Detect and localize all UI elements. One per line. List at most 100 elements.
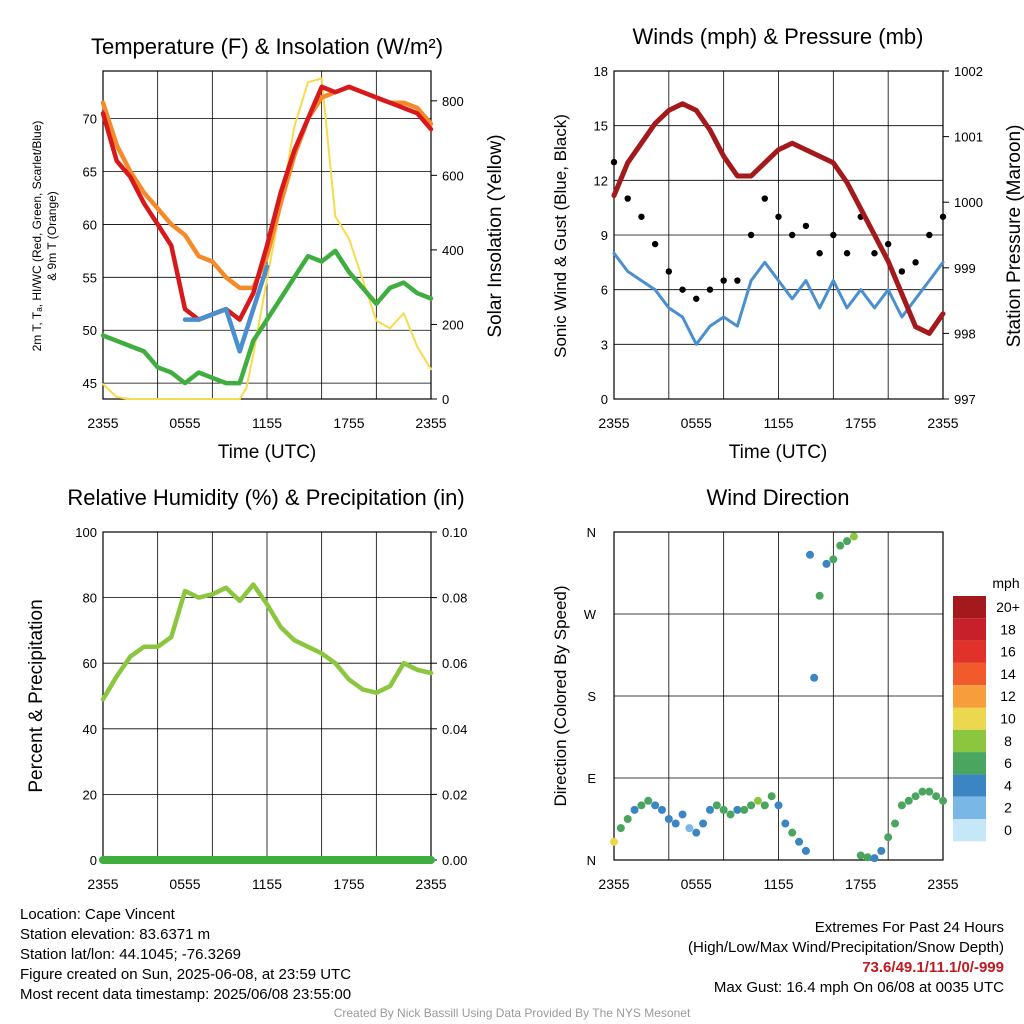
- gust-point: [789, 231, 796, 239]
- wind-ytick-right-label: 1000: [954, 195, 983, 210]
- gust-point: [610, 158, 618, 166]
- colorbar-label: 18: [1000, 621, 1016, 637]
- direction-point: [699, 819, 708, 828]
- temp-ytick-label: 70: [83, 112, 97, 127]
- rh-xtick-label: 0555: [169, 876, 200, 892]
- gust-point: [926, 231, 933, 239]
- dir-ytick-label: S: [587, 689, 596, 704]
- wind-xtick-label: 2355: [927, 415, 958, 431]
- wind-xtick-label: 2355: [598, 415, 629, 431]
- gust-point: [775, 213, 782, 220]
- wind-ytick-label: 18: [594, 64, 608, 79]
- gust-point: [939, 213, 947, 220]
- gust-point: [747, 231, 755, 239]
- colorbar-label: 10: [1000, 711, 1016, 727]
- colorbar-label: 12: [1000, 688, 1016, 704]
- colorbar-swatch: [953, 685, 986, 708]
- direction-point: [767, 792, 776, 801]
- temp-y-label-right: Solar Insolation (Yellow): [485, 134, 506, 337]
- meteogram-svg: Temperature (F) & Insolation (W/m²) Wind…: [26, 24, 1024, 892]
- dir-y-label: Direction (Colored By Speed): [551, 585, 570, 806]
- temp-xtick-label: 1155: [252, 415, 282, 431]
- wind-plot: 0 3 6 9 12 15 18 997 998 999 1000 1001 1002 2355 0555 1…: [594, 64, 983, 431]
- gust-point: [624, 195, 631, 202]
- wind-xtick-label: 1755: [845, 415, 876, 431]
- rh-ytick-label: 100: [75, 525, 97, 540]
- extremes-title: Extremes For Past 24 Hours: [814, 919, 1004, 936]
- gust-point: [665, 268, 673, 275]
- temp-xtick-label: 2355: [87, 415, 118, 431]
- direction-point: [810, 673, 819, 682]
- rh-ytick-right-label: 0.08: [442, 591, 467, 606]
- dewpoint-line: [100, 248, 434, 386]
- gust-point: [843, 250, 851, 257]
- direction-point: [678, 810, 687, 819]
- colorbar-swatch: [953, 596, 986, 619]
- colorbar-label: 6: [1004, 755, 1012, 771]
- temp-panel-title: Temperature (F) & Insolation (W/m²): [91, 34, 443, 59]
- temp-ytick-label: 45: [83, 376, 97, 391]
- wind-ytick-label: 6: [601, 283, 608, 298]
- gust-point: [871, 250, 878, 257]
- direction-point: [829, 555, 838, 564]
- direction-point: [781, 819, 790, 828]
- direction-point: [733, 805, 742, 814]
- dir-ytick-label: N: [587, 853, 596, 868]
- windchill-line: [182, 264, 270, 354]
- temp-xtick-label: 2355: [415, 415, 446, 431]
- gust-point: [761, 195, 768, 202]
- rh-ytick-right-label: 0.04: [442, 722, 467, 737]
- colorbar-swatch: [953, 662, 986, 686]
- temp-ytick-label: 65: [83, 165, 97, 180]
- gust-point: [638, 213, 645, 220]
- wind-ytick-label: 15: [594, 119, 608, 134]
- temp-ytick-right-label: 600: [442, 168, 464, 183]
- direction-point: [623, 815, 632, 823]
- direction-point: [891, 819, 900, 828]
- direction-point: [870, 854, 879, 863]
- gust-point: [830, 231, 837, 239]
- direction-point: [822, 559, 831, 568]
- direction-point: [616, 824, 625, 833]
- dir-ytick-label: W: [584, 607, 597, 622]
- colorbar-swatch: [953, 640, 986, 663]
- temp-ytick-right-label: 200: [442, 317, 464, 332]
- direction-point: [705, 805, 714, 814]
- direction-point: [740, 805, 749, 814]
- pressure-line: [611, 101, 946, 336]
- dir-xtick-label: 2355: [598, 876, 629, 892]
- direction-point: [712, 801, 721, 810]
- colorbar-swatch: [953, 729, 986, 753]
- direction-point: [815, 591, 824, 600]
- solar-line: [102, 77, 432, 400]
- direction-point: [795, 837, 804, 846]
- wind-panel-title: Winds (mph) & Pressure (mb): [633, 24, 924, 49]
- wind-ytick-right-label: 999: [954, 261, 976, 276]
- rh-ytick-label: 80: [83, 591, 97, 606]
- rh-xtick-label: 1155: [252, 876, 282, 892]
- gust-point: [734, 277, 741, 284]
- direction-point: [849, 532, 858, 541]
- direction-point: [884, 833, 893, 842]
- dir-xtick-label: 2355: [927, 876, 958, 892]
- direction-point: [836, 541, 845, 550]
- wind-ytick-label: 0: [601, 392, 608, 407]
- gust-point: [912, 259, 919, 266]
- wind-ytick-label: 9: [601, 228, 608, 243]
- dir-xtick-label: 1755: [845, 876, 876, 892]
- rh-panel-title: Relative Humidity (%) & Precipitation (i…: [67, 485, 464, 510]
- gust-point: [651, 240, 659, 248]
- direction-point: [925, 787, 934, 796]
- temp-ytick-right-label: 800: [442, 94, 464, 109]
- direction-point: [747, 801, 756, 810]
- wind-ytick-right-label: 998: [954, 326, 976, 341]
- colorbar-label: 20+: [996, 599, 1020, 615]
- direction-point: [664, 815, 673, 823]
- rh-ytick-label: 60: [83, 656, 97, 671]
- temp-ytick-label: 50: [83, 323, 97, 338]
- temp-frame: [102, 70, 432, 400]
- latlon-text: Station lat/lon: 44.1045; -76.3269: [20, 946, 242, 963]
- wind-xtick-label: 0555: [681, 415, 712, 431]
